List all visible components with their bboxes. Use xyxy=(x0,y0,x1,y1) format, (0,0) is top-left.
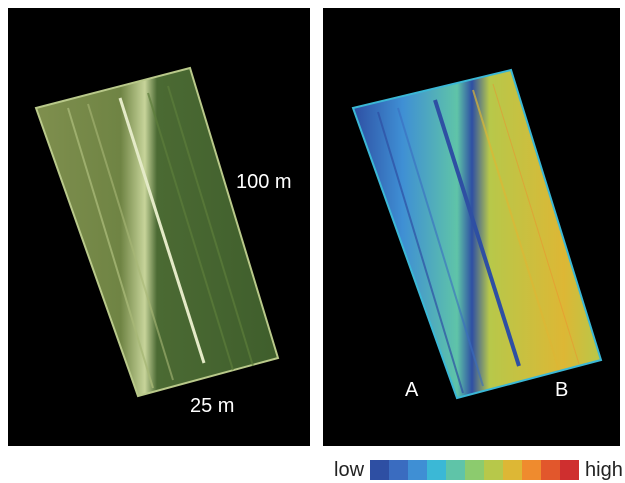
legend-color-cell xyxy=(370,460,390,480)
legend-color-cell xyxy=(408,460,428,480)
region-a-label: A xyxy=(405,379,419,401)
legend-color-cell xyxy=(446,460,466,480)
width-label: 25 m xyxy=(190,395,235,417)
index-field-image xyxy=(351,68,603,400)
index-map-panel: A B xyxy=(323,8,620,446)
legend-low-label: low xyxy=(334,459,365,481)
color-legend: low high xyxy=(334,458,623,482)
legend-color-cell xyxy=(560,460,580,480)
legend-color-bar xyxy=(370,460,580,480)
rgb-field-image xyxy=(34,66,280,398)
legend-high-label: high xyxy=(585,459,623,481)
field-polygon-rgb xyxy=(34,66,280,398)
legend-color-cell xyxy=(465,460,485,480)
legend-color-cell xyxy=(427,460,447,480)
legend-color-cell xyxy=(522,460,542,480)
region-b-label: B xyxy=(555,379,569,401)
field-polygon-index xyxy=(351,68,603,400)
legend-color-cell xyxy=(389,460,409,480)
legend-color-cell xyxy=(503,460,523,480)
length-label: 100 m xyxy=(236,171,292,193)
legend-color-cell xyxy=(484,460,504,480)
rgb-image-panel: 100 m 25 m xyxy=(8,8,310,446)
legend-color-cell xyxy=(541,460,561,480)
